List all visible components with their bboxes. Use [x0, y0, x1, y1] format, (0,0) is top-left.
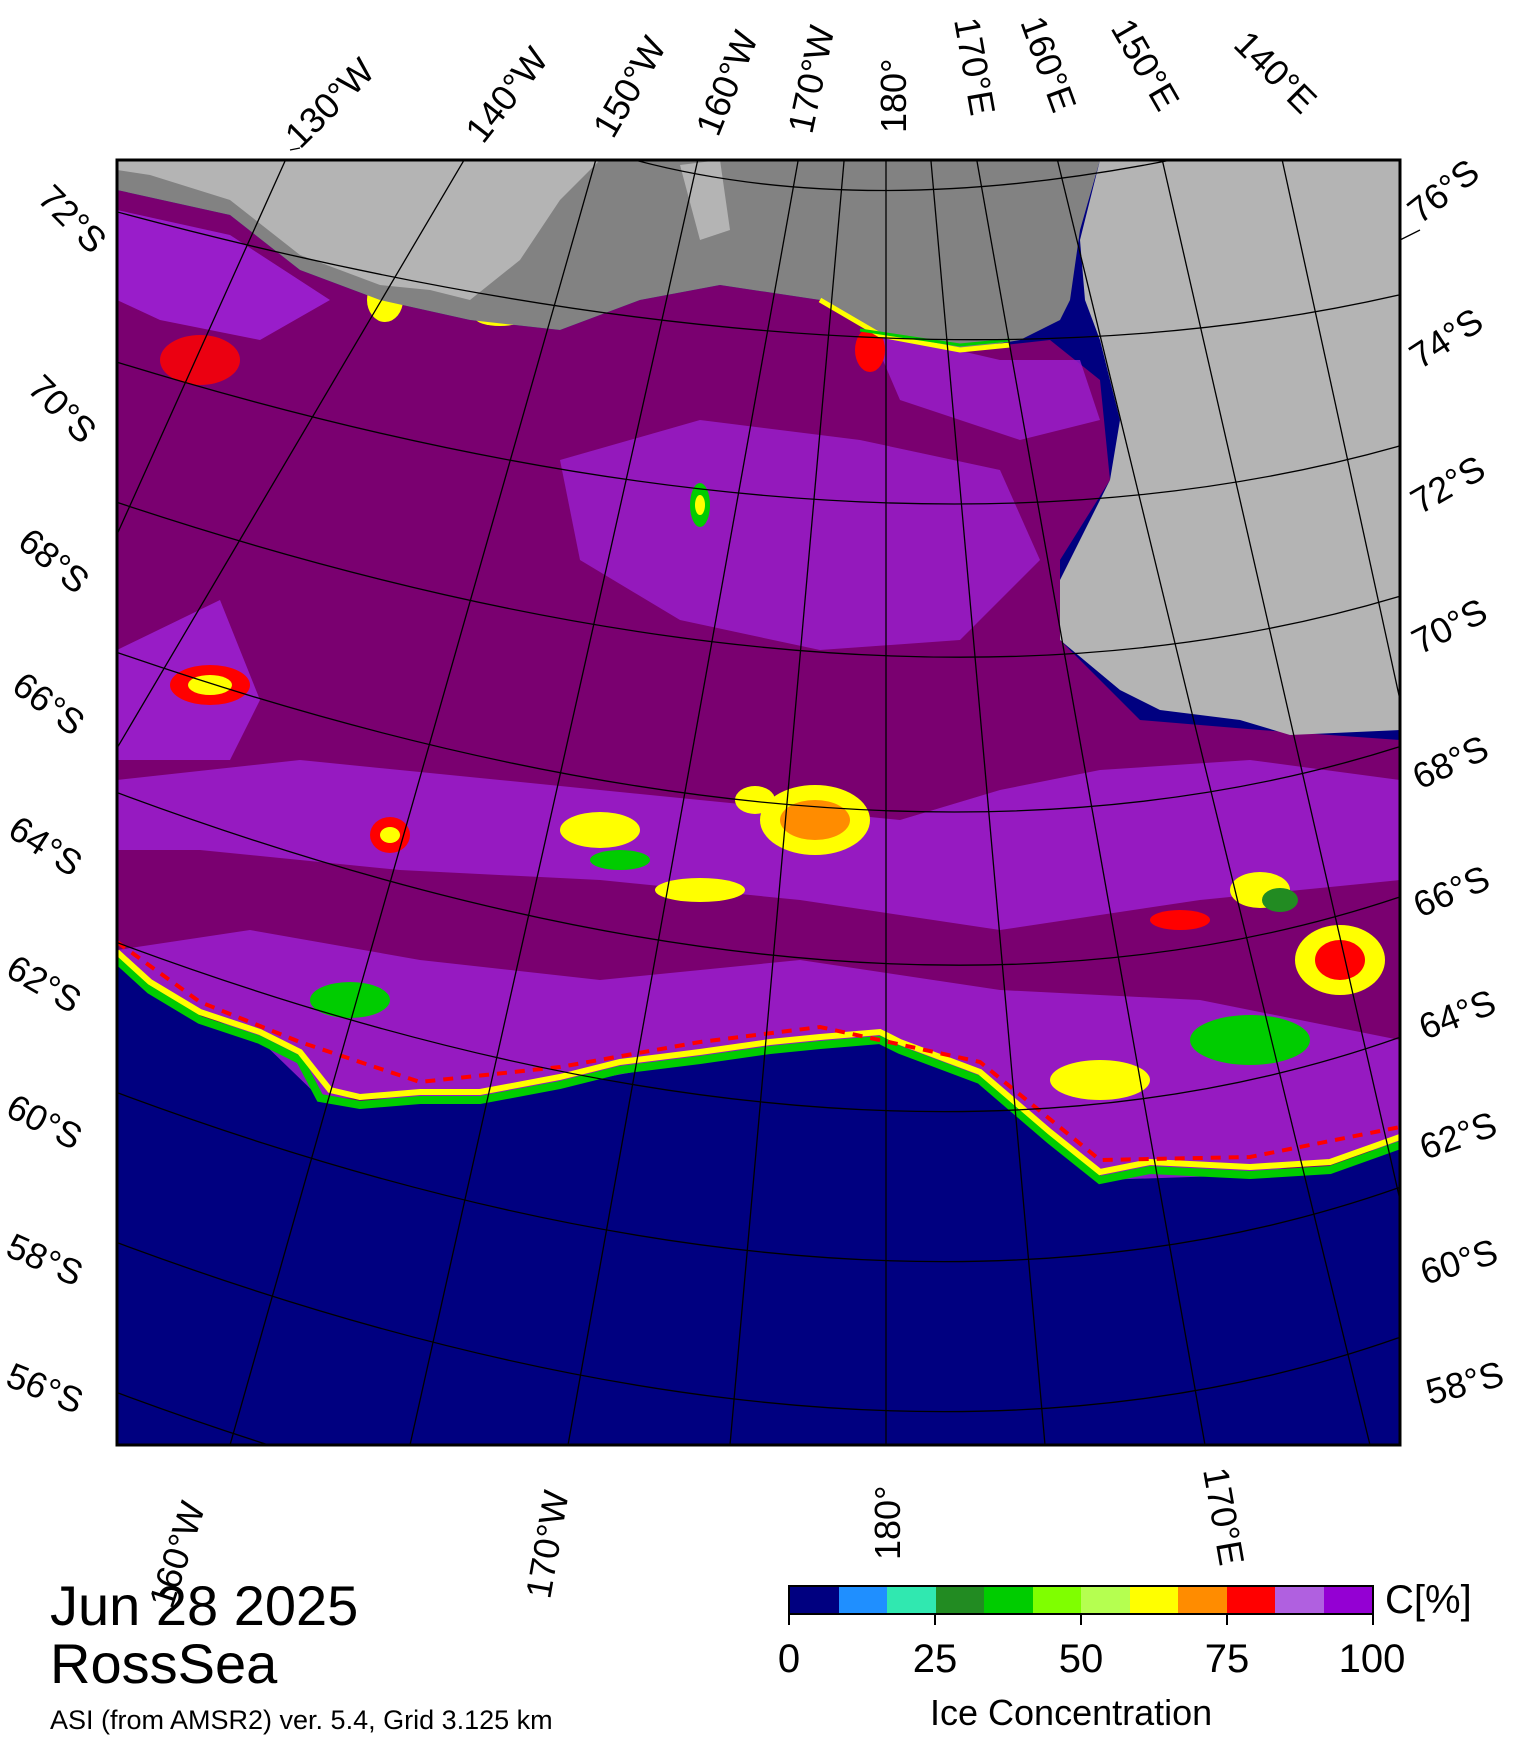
ice-patch: [310, 982, 390, 1018]
ice-edge-yellow: [117, 949, 1400, 1176]
lat-label: 70°S: [1405, 590, 1494, 662]
lat-label: 68°S: [1406, 727, 1494, 797]
map-frame: [115, 158, 1402, 1447]
lat-label: 64°S: [1413, 981, 1501, 1047]
graticule-meridians: [117, 160, 1400, 1445]
colorbar-segment: [1275, 1587, 1324, 1613]
lat-label: 62°S: [0, 946, 88, 1021]
lon-label: 170°E: [1195, 1464, 1252, 1568]
colorbar-segment: [984, 1587, 1033, 1613]
antarctic-land-light: [117, 160, 600, 300]
lat-label: 66°S: [5, 664, 92, 744]
lon-label: 170°E: [946, 14, 1003, 118]
ice-patch: [695, 495, 705, 515]
ice-patch: [1315, 940, 1365, 980]
colorbar-segment: [838, 1587, 887, 1613]
antarctic-land-light: [1060, 160, 1400, 735]
ice-patch: [735, 786, 775, 814]
ice-band-5: [117, 930, 1400, 1180]
colorbar: [788, 1585, 1374, 1615]
colorbar-tick-label: 100: [1338, 1637, 1406, 1681]
colorbar-segment: [1032, 1587, 1081, 1613]
lon-label: 140°E: [1226, 23, 1325, 122]
colorbar-tick-label: 75: [1204, 1637, 1250, 1681]
lat-label: 64°S: [2, 807, 90, 884]
ice-patch: [1262, 888, 1298, 912]
lat-label: 60°S: [0, 1086, 89, 1158]
coast-edge: [859, 328, 1011, 347]
lat-label: 56°S: [1, 1354, 89, 1421]
colorbar-segment: [935, 1587, 984, 1613]
lat-label: 76°S: [1400, 151, 1487, 232]
colorbar-segment: [887, 1587, 936, 1613]
ice-patch: [560, 812, 640, 848]
lon-label: 180°: [873, 59, 914, 133]
ice-edge-red: [117, 940, 1400, 1163]
graticule-outer: [289, 147, 1421, 241]
sea-ice-region: [117, 190, 1400, 1180]
map-date: Jun 28 2025: [50, 1574, 359, 1637]
colorbar-unit: C[%]: [1385, 1578, 1472, 1622]
lat-label: 62°S: [1414, 1103, 1502, 1167]
lat-label: 68°S: [11, 520, 97, 602]
colorbar-tick-label: 25: [912, 1637, 958, 1681]
lat-label: 66°S: [1407, 857, 1495, 925]
lon-label: 150°E: [1103, 12, 1188, 118]
lon-label: 160°E: [1012, 11, 1084, 118]
colorbar-segment: [1081, 1587, 1130, 1613]
ice-patch: [1050, 1060, 1150, 1100]
ice-patch: [1150, 910, 1210, 930]
lon-label: 170°W: [518, 1487, 577, 1601]
colorbar-ticks: [788, 1613, 1374, 1633]
colorbar-tick-label: 0: [777, 1637, 801, 1681]
colorbar-tick-label: 50: [1058, 1637, 1104, 1681]
lat-label: 74°S: [1402, 300, 1490, 377]
lat-label: 70°S: [20, 367, 104, 451]
region-name: RossSea: [50, 1632, 278, 1695]
product-info: ASI (from AMSR2) ver. 5.4, Grid 3.125 km: [50, 1705, 553, 1735]
lon-label: 160°W: [687, 25, 766, 141]
ice-patch: [160, 335, 240, 385]
lat-label: 58°S: [1, 1225, 89, 1294]
lon-label: 140°W: [457, 39, 556, 150]
ice-edge-green: [117, 957, 1400, 1185]
graticule-parallels: [117, 160, 1400, 1445]
coast-edge: [818, 297, 1011, 353]
ice-patch: [855, 328, 885, 372]
left-latitude-labels: 72°S 70°S 68°S 66°S 64°S 62°S 60°S 58°S …: [0, 177, 115, 1422]
lat-label: 58°S: [1421, 1353, 1507, 1413]
lon-label: 180°: [867, 1486, 908, 1560]
ice-band-6: [870, 330, 1100, 440]
ice-patch: [1190, 1015, 1310, 1065]
ice-shelf-highlight: [680, 160, 730, 240]
ice-patch: [380, 827, 400, 843]
lon-label: 150°W: [584, 30, 674, 144]
colorbar-segment: [1129, 1587, 1178, 1613]
lon-label: 130°W: [277, 50, 383, 156]
colorbar-title: Ice Concentration: [930, 1692, 1213, 1733]
colorbar-segment: [1178, 1587, 1227, 1613]
lat-label: 72°S: [30, 177, 114, 261]
ice-band-4: [560, 420, 1040, 650]
lat-label: 60°S: [1415, 1231, 1502, 1293]
lon-label: 170°W: [780, 22, 843, 137]
ice-band-3: [117, 760, 1400, 930]
lat-label: 72°S: [1404, 447, 1492, 522]
colorbar-segment: [1323, 1587, 1372, 1613]
colorbar-segment: [790, 1587, 839, 1613]
right-latitude-labels: 76°S 74°S 72°S 70°S 68°S 66°S 64°S 62°S …: [1400, 151, 1508, 1413]
colorbar-segment: [1226, 1587, 1275, 1613]
ice-patch: [590, 850, 650, 870]
ice-patch: [655, 878, 745, 902]
ice-band-1: [117, 210, 330, 340]
top-longitude-labels: 130°W 140°W 150°W 160°W 170°W 180° 170°E…: [277, 11, 1325, 156]
ice-patch: [780, 800, 850, 840]
